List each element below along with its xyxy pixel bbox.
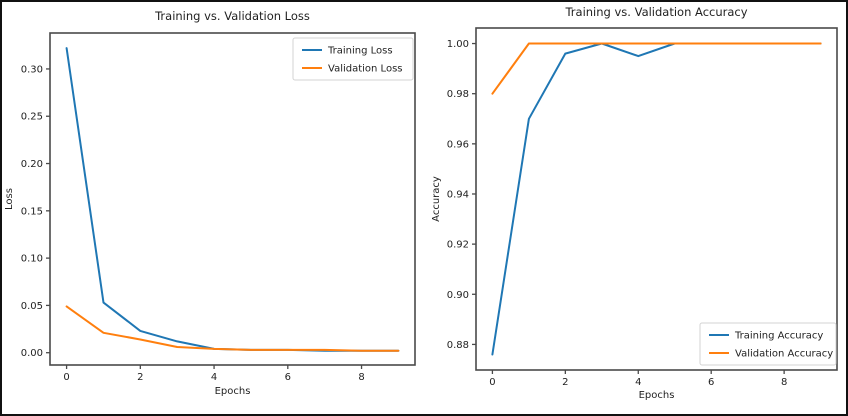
x-axis-label: Epochs <box>215 386 251 397</box>
legend-label: Training Accuracy <box>734 331 823 342</box>
x-tick-label: 4 <box>635 377 641 388</box>
accuracy-chart: 0 2 4 6 8 0.88 0.90 0.92 0.94 0.96 0.98 1.00 Trainin… <box>431 5 838 401</box>
y-tick-label: 1.00 <box>447 39 469 50</box>
training-loss-line <box>65 47 400 352</box>
y-tick-label: 0.25 <box>21 112 43 123</box>
loss-chart: 0 2 4 6 8 0.00 0.05 0.10 0.15 0.20 0.25 0.30 Trainin… <box>4 9 416 397</box>
x-tick-label: 6 <box>708 377 714 388</box>
y-tick-label: 0.20 <box>21 159 43 170</box>
y-tick-label: 0.96 <box>447 139 469 150</box>
loss-chart-panel: 0 2 4 6 8 0.00 0.05 0.10 0.15 0.20 0.25 0.30 Trainin… <box>2 2 424 414</box>
y-tick-label: 0.05 <box>21 301 43 312</box>
x-axis-label: Epochs <box>639 390 675 401</box>
validation-loss-line <box>65 305 400 352</box>
y-tick-label: 0.88 <box>447 340 469 351</box>
x-tick-label: 2 <box>137 372 143 383</box>
y-axis-label: Loss <box>4 188 15 210</box>
x-tick-label: 8 <box>358 372 364 383</box>
x-tick-label: 6 <box>285 372 291 383</box>
y-tick-label: 0.15 <box>21 206 43 217</box>
x-tick-label: 0 <box>489 377 495 388</box>
legend-box <box>699 322 837 366</box>
legend-label: Training Loss <box>327 46 393 57</box>
x-tick-label: 0 <box>63 372 69 383</box>
legend-box <box>292 37 414 81</box>
y-tick-label: 0.92 <box>447 240 469 251</box>
training-accuracy-line <box>491 42 822 356</box>
axes-frame <box>49 32 416 366</box>
chart-title: Training vs. Validation Loss <box>154 9 310 23</box>
y-tick-label: 0.00 <box>21 348 43 359</box>
y-axis-label: Accuracy <box>431 176 442 222</box>
x-tick-label: 4 <box>211 372 217 383</box>
x-tick-label: 2 <box>562 377 568 388</box>
legend-label: Validation Accuracy <box>735 349 833 360</box>
y-tick-label: 0.90 <box>447 290 469 301</box>
chart-title: Training vs. Validation Accuracy <box>564 5 747 19</box>
legend: Training Accuracy Validation Accuracy <box>699 322 837 366</box>
legend: Training Loss Validation Loss <box>292 37 414 81</box>
x-tick-label: 8 <box>781 377 787 388</box>
y-tick-label: 0.94 <box>447 189 469 200</box>
legend-label: Validation Loss <box>328 64 403 75</box>
y-tick-label: 0.30 <box>21 64 43 75</box>
validation-accuracy-line <box>491 42 822 95</box>
y-tick-label: 0.10 <box>21 254 43 265</box>
accuracy-chart-panel: 0 2 4 6 8 0.88 0.90 0.92 0.94 0.96 0.98 1.00 Trainin… <box>424 2 846 414</box>
y-tick-label: 0.98 <box>447 89 469 100</box>
axes-frame <box>475 27 838 371</box>
